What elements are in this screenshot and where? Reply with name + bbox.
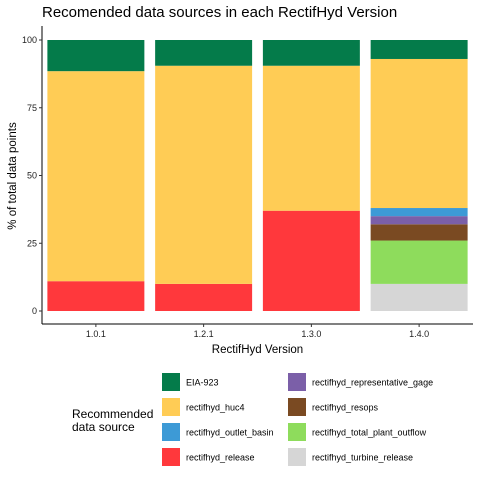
bar-segment-rectifhyd-release bbox=[155, 283, 253, 311]
legend-label: rectifhyd_resops bbox=[312, 403, 379, 413]
legend-swatch bbox=[288, 398, 306, 416]
legend-label: rectifhyd_total_plant_outflow bbox=[312, 428, 427, 438]
legend-label: rectifhyd_release bbox=[186, 453, 255, 463]
x-tick-label: 1.4.0 bbox=[409, 329, 429, 339]
bar-segment-rectifhyd-huc4 bbox=[262, 65, 360, 211]
bar-segment-eia-923 bbox=[262, 40, 360, 66]
legend: Recommended data source EIA-923 rectifhyd_h… bbox=[72, 373, 433, 466]
bar-segment-rectifhyd-huc4 bbox=[155, 65, 253, 284]
bar-segment-rectifhyd-release bbox=[47, 281, 145, 311]
legend-label: rectifhyd_turbine_release bbox=[312, 453, 413, 463]
bar-segment-rectifhyd-huc4 bbox=[47, 71, 145, 282]
legend-label: EIA-923 bbox=[186, 378, 219, 388]
y-ticks: 0 25 50 75 100 bbox=[22, 35, 42, 316]
bar-segment-rectifhyd-total-plant-outflow bbox=[370, 240, 468, 284]
x-tick-label: 1.3.0 bbox=[301, 329, 321, 339]
legend-swatch bbox=[288, 373, 306, 391]
x-tick-label: 1.0.1 bbox=[86, 329, 106, 339]
legend-swatch bbox=[162, 373, 180, 391]
legend-label: rectifhyd_huc4 bbox=[186, 403, 245, 413]
bars-group bbox=[47, 40, 468, 311]
y-tick-label: 100 bbox=[22, 35, 37, 45]
bar-segment-rectifhyd-resops bbox=[370, 224, 468, 241]
legend-swatch bbox=[288, 423, 306, 441]
legend-title: Recommended data source bbox=[72, 407, 153, 434]
bar-segment-eia-923 bbox=[47, 40, 145, 72]
bar-segment-eia-923 bbox=[155, 40, 253, 66]
legend-swatch bbox=[162, 398, 180, 416]
legend-swatch bbox=[288, 448, 306, 466]
y-tick-label: 75 bbox=[27, 103, 37, 113]
x-tick-label: 1.2.1 bbox=[194, 329, 214, 339]
legend-label: rectifhyd_representative_gage bbox=[312, 378, 433, 388]
chart-title: Recomended data sources in each RectifHy… bbox=[42, 4, 397, 21]
legend-swatch bbox=[162, 448, 180, 466]
x-ticks: 1.0.1 1.2.1 1.3.0 1.4.0 bbox=[86, 324, 429, 339]
legend-swatch bbox=[162, 423, 180, 441]
bar-segment-eia-923 bbox=[370, 40, 468, 59]
bar-segment-rectifhyd-representative-gage bbox=[370, 216, 468, 225]
bar-segment-rectifhyd-huc4 bbox=[370, 58, 468, 209]
legend-label: rectifhyd_outlet_basin bbox=[186, 428, 274, 438]
bar-segment-rectifhyd-release bbox=[262, 210, 360, 311]
y-tick-label: 25 bbox=[27, 238, 37, 248]
y-axis-title: % of total data points bbox=[7, 122, 19, 230]
y-tick-label: 50 bbox=[27, 171, 37, 181]
bar-segment-rectifhyd-outlet-basin bbox=[370, 208, 468, 217]
bar-segment-rectifhyd-turbine-release bbox=[370, 283, 468, 311]
x-axis-title: RectifHyd Version bbox=[212, 344, 303, 356]
y-tick-label: 0 bbox=[32, 306, 37, 316]
